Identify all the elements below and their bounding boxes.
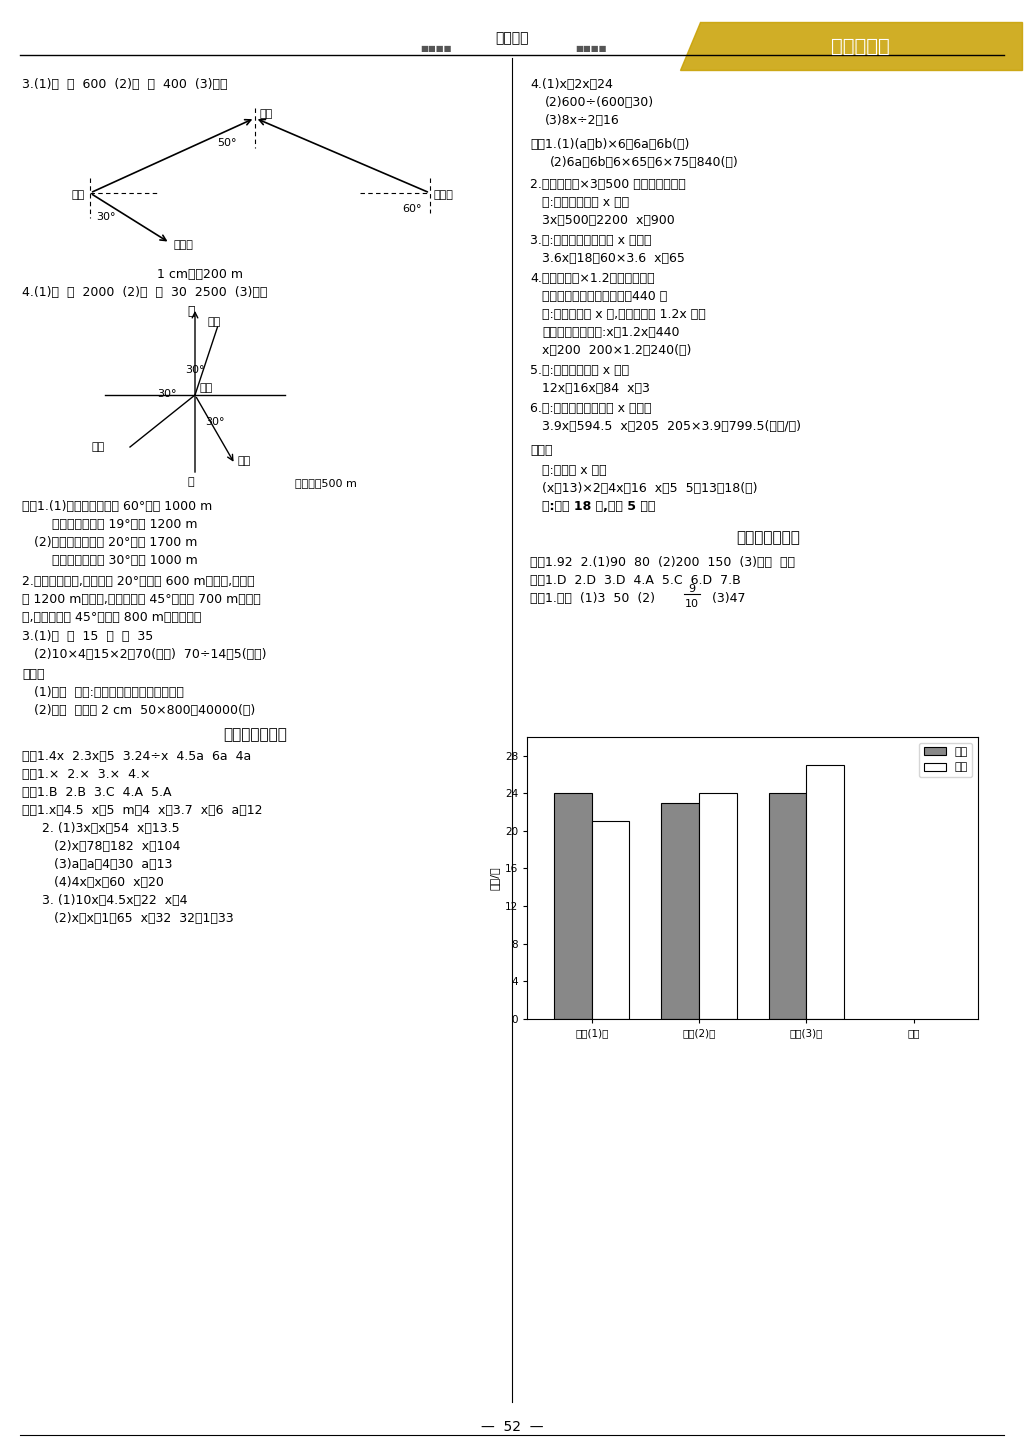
Text: 解:设兔有 x 只。: 解:设兔有 x 只。	[542, 464, 606, 477]
Text: (3)a＋a＋4＝30  a＝13: (3)a＋a＋4＝30 a＝13	[54, 858, 172, 871]
Text: 五、1.(1)(a＋b)×6＝6a＋6b(米): 五、1.(1)(a＋b)×6＝6a＋6b(米)	[530, 139, 689, 150]
Text: 下降。: 下降。	[552, 818, 574, 831]
Text: 30°: 30°	[96, 212, 116, 223]
Text: 840÷6＝140(下): 840÷6＝140(下)	[548, 896, 639, 909]
Text: 2.从动物园出发,向南偏东 20°方向行 600 m到公园,再向东: 2.从动物园出发,向南偏东 20°方向行 600 m到公园,再向东	[22, 575, 255, 588]
Bar	[554, 793, 592, 1019]
Text: 2.海气的路程×3－500 米＝爸爸的路程: 2.海气的路程×3－500 米＝爸爸的路程	[530, 178, 686, 191]
Legend: 男生, 女生: 男生, 女生	[920, 743, 973, 777]
Text: 五、1.(1)张家村；北偏北 60°方向 1000 m: 五、1.(1)张家村；北偏北 60°方向 1000 m	[22, 500, 212, 513]
Text: 3. (1)10x－4.5x＝22  x＝4: 3. (1)10x－4.5x＝22 x＝4	[42, 894, 187, 907]
Text: 学校: 学校	[199, 383, 212, 393]
Text: 第七单元检测卷: 第七单元检测卷	[223, 727, 287, 741]
Text: 2. (1)3x＋x＝54  x＝13.5: 2. (1)3x＋x＝54 x＝13.5	[42, 822, 179, 835]
Text: 解:设六年级有 x 人,则五年级有 1.2x 人。: 解:设六年级有 x 人,则五年级有 1.2x 人。	[542, 308, 706, 321]
Text: 30°: 30°	[205, 418, 224, 428]
Text: 答:鸡有 18 只,兔有 5 只。: 答:鸡有 18 只,兔有 5 只。	[542, 500, 655, 513]
Text: 公园: 公园	[208, 316, 221, 327]
Text: 小玲家: 小玲家	[434, 189, 454, 199]
Text: (x＋13)×2－4x＝16  x＝5  5＋13＝18(只): (x＋13)×2－4x＝16 x＝5 5＋13＝18(只)	[542, 483, 758, 496]
Text: (2)10×4＋15×2＝70(千米)  70÷14＝5(小时): (2)10×4＋15×2＝70(千米) 70÷14＝5(小时)	[34, 647, 266, 660]
Text: (2)李家村；东偏南 20°方向 1700 m: (2)李家村；东偏南 20°方向 1700 m	[34, 536, 198, 549]
Text: 商场: 商场	[92, 442, 105, 452]
Text: 30°: 30°	[185, 366, 205, 376]
Text: 根据题意可得方程:x＋1.2x＝440: 根据题意可得方程:x＋1.2x＝440	[542, 327, 680, 340]
Text: (3)8x÷2＝16: (3)8x÷2＝16	[545, 114, 620, 127]
Polygon shape	[680, 22, 1022, 69]
Text: 二、1.×  2.×  3.×  4.×: 二、1.× 2.× 3.× 4.×	[22, 767, 151, 780]
Text: 第八单元检测卷: 第八单元检测卷	[736, 530, 800, 545]
Text: 商场: 商场	[259, 108, 272, 118]
Text: 院,再向南偏东 45°方向行 800 m到科技馆。: 院,再向南偏东 45°方向行 800 m到科技馆。	[22, 611, 202, 624]
Text: (2)x＋78＝182  x＝104: (2)x＋78＝182 x＝104	[54, 840, 180, 853]
Text: 12x＋16x＝84  x＝3: 12x＋16x＝84 x＝3	[542, 381, 650, 394]
Text: (2)x＋x＋1＝65  x＝32  32＋1＝33: (2)x＋x＋1＝65 x＝32 32＋1＝33	[54, 912, 233, 925]
Bar	[662, 803, 699, 1019]
Text: 6.解:设火车每小时行驶 x 千米。: 6.解:设火车每小时行驶 x 千米。	[530, 402, 651, 415]
Text: 30°: 30°	[157, 389, 176, 399]
Text: (3)甲飞机:第 15 秒至第 20 秒上升,第 20 秒至第 25 秒: (3)甲飞机:第 15 秒至第 20 秒上升,第 20 秒至第 25 秒	[545, 801, 779, 814]
Text: 每格表示500 m: 每格表示500 m	[295, 478, 357, 488]
Text: 解:设海气路行了 x 米。: 解:设海气路行了 x 米。	[542, 197, 629, 210]
Text: 4.(1)x＋2x＝24: 4.(1)x＋2x＝24	[530, 78, 613, 91]
Text: 东东家: 东东家	[174, 240, 194, 250]
Text: 4.(1)北  东  2000  (2)北  东  30  2500  (3)如图: 4.(1)北 东 2000 (2)北 东 30 2500 (3)如图	[22, 286, 267, 299]
Text: 五年级人数＋六年级人数＝440 人: 五年级人数＋六年级人数＝440 人	[542, 290, 668, 303]
Text: ■■■■: ■■■■	[575, 43, 606, 52]
Text: (4)4x－x＝60  x＝20: (4)4x－x＝60 x＝20	[54, 876, 164, 889]
Text: 3x－500＝2200  x＝900: 3x－500＝2200 x＝900	[542, 214, 675, 227]
Text: 秒下降。: 秒下降。	[552, 855, 582, 868]
Text: (2)6a＋6b＝6×65＋6×75＝840(米): (2)6a＋6b＝6×65＋6×75＝840(米)	[550, 156, 738, 169]
Text: (3)47: (3)47	[705, 592, 745, 605]
Text: 5.解:设每套图书有 x 本。: 5.解:设每套图书有 x 本。	[530, 364, 629, 377]
Text: —  52  —: — 52 —	[480, 1420, 544, 1433]
Text: (1)图略  提示:从市政府向东门大街作垂线: (1)图略 提示:从市政府向东门大街作垂线	[34, 686, 184, 699]
Text: 小刘村；南偏东 30°方向 1000 m: 小刘村；南偏东 30°方向 1000 m	[52, 553, 198, 566]
Text: 行 1200 m到饭店,再向北偏东 45°方向行 700 m到电影: 行 1200 m到饭店,再向北偏东 45°方向行 700 m到电影	[22, 592, 261, 605]
Bar	[592, 821, 630, 1019]
Bar	[769, 793, 806, 1019]
Text: 3.6x－18＝60×3.6  x＝65: 3.6x－18＝60×3.6 x＝65	[542, 251, 685, 264]
Text: 南: 南	[187, 477, 194, 487]
Text: 乙飞机:第 15 秒至第 20 秒保持水平,第 20 秒至第 25: 乙飞机:第 15 秒至第 20 秒保持水平,第 20 秒至第 25	[552, 838, 772, 851]
Text: 三、1.B  2.B  3.C  4.A  5.A: 三、1.B 2.B 3.C 4.A 5.A	[22, 786, 171, 799]
Text: 3.(1)138＋143＋138＋140＋139＋142＝840(下): 3.(1)138＋143＋138＋140＋139＋142＝840(下)	[530, 879, 787, 892]
Text: 3.解:设甲车每小时行驶 x 千米。: 3.解:设甲车每小时行驶 x 千米。	[530, 234, 651, 247]
Text: ■■■■: ■■■■	[420, 43, 452, 52]
Text: 北师大版: 北师大版	[496, 30, 528, 45]
Text: 3.(1)北  西  600  (2)西  南  400  (3)如图: 3.(1)北 西 600 (2)西 南 400 (3)如图	[22, 78, 227, 91]
Text: 9: 9	[688, 584, 695, 594]
Text: 附加题: 附加题	[530, 444, 553, 457]
Text: 三、1.如图  (1)3  50  (2): 三、1.如图 (1)3 50 (2)	[530, 592, 655, 605]
Text: 二、1.D  2.D  3.D  4.A  5.C  6.D  7.B: 二、1.D 2.D 3.D 4.A 5.C 6.D 7.B	[530, 574, 740, 587]
Text: 3.9x＝594.5  x＝205  205×3.9＝799.5(千米/时): 3.9x＝594.5 x＝205 205×3.9＝799.5(千米/时)	[542, 420, 801, 433]
Text: (2)600÷(600－30): (2)600÷(600－30)	[545, 95, 654, 108]
Text: 10: 10	[685, 600, 699, 608]
Bar	[699, 793, 736, 1019]
Text: 四、1.x＝4.5  x＝5  m＝4  x＝3.7  x＝6  a＝12: 四、1.x＝4.5 x＝5 m＝4 x＝3.7 x＝6 a＝12	[22, 803, 262, 816]
Text: (2)图略  测量约 2 cm  50×800＝40000(元): (2)图略 测量约 2 cm 50×800＝40000(元)	[34, 704, 255, 717]
Text: (2)840＋175＝1015(下)  1015÷7＝145(下): (2)840＋175＝1015(下) 1015÷7＝145(下)	[548, 915, 784, 928]
Y-axis label: 人数/人: 人数/人	[489, 866, 500, 890]
Text: 李家村；东偏北 19°方向 1200 m: 李家村；东偏北 19°方向 1200 m	[52, 517, 198, 530]
Text: 4.六年级人数×1.2＝五年级人数: 4.六年级人数×1.2＝五年级人数	[530, 272, 654, 285]
Text: 银行: 银行	[237, 457, 250, 467]
Text: 一、1.92  2.(1)90  80  (2)200  150  (3)小方  小刚: 一、1.92 2.(1)90 80 (2)200 150 (3)小方 小刚	[530, 556, 795, 569]
Text: 一、1.4x  2.3x－5  3.24÷x  4.5a  6a  4a: 一、1.4x 2.3x－5 3.24÷x 4.5a 6a 4a	[22, 750, 251, 763]
Text: 3.(1)西  北  15  北  东  35: 3.(1)西 北 15 北 东 35	[22, 630, 154, 643]
Text: 金牌每课通: 金牌每课通	[830, 36, 890, 55]
Bar	[806, 766, 844, 1019]
Text: 50°: 50°	[217, 139, 237, 147]
Text: 1 cm表示200 m: 1 cm表示200 m	[157, 267, 243, 280]
Text: 附加题: 附加题	[22, 668, 44, 681]
Text: 书店: 书店	[72, 189, 85, 199]
Text: 2.(1)甲  (2)15  30: 2.(1)甲 (2)15 30	[530, 780, 633, 793]
Text: x＝200  200×1.2＝240(人): x＝200 200×1.2＝240(人)	[542, 344, 691, 357]
Text: 北: 北	[187, 305, 195, 318]
Text: 60°: 60°	[402, 204, 422, 214]
